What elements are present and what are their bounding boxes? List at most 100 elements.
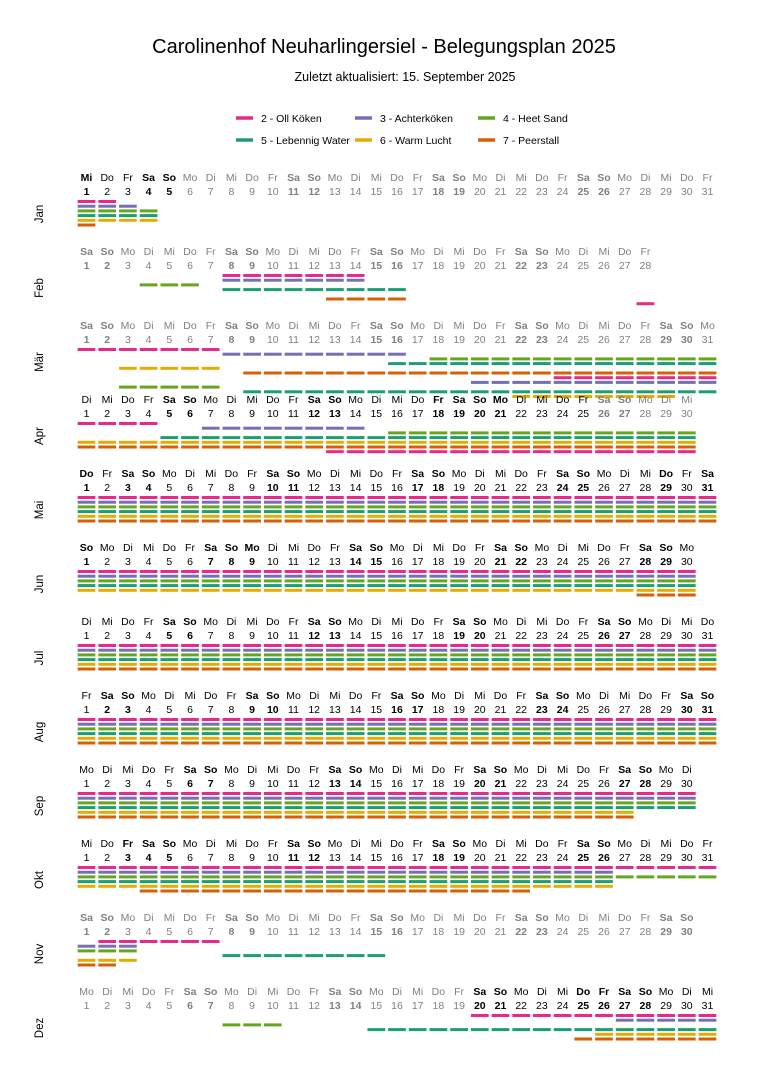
- day-number-label: 12: [308, 630, 320, 642]
- occupancy-segment: [677, 722, 696, 726]
- occupancy-segment: [636, 593, 655, 597]
- month-panels: Mi1Do2Fr3Sa4So5Mo6Di7Mi8Do9Fr10Sa11So12M…: [34, 172, 717, 1041]
- occupancy-segment: [491, 440, 510, 444]
- occupancy-segment: [181, 801, 199, 805]
- occupancy-segment: [119, 519, 137, 523]
- occupancy-segment: [243, 796, 261, 800]
- occupancy-segment: [429, 718, 448, 721]
- occupancy-segment: [243, 815, 261, 819]
- weekday-label: Fr: [164, 764, 174, 776]
- weekday-label: Di: [268, 542, 278, 554]
- occupancy-segment: [305, 588, 324, 592]
- occupancy-segment: [160, 870, 179, 874]
- occupancy-segment: [181, 815, 199, 819]
- occupancy-segment: [450, 431, 468, 435]
- occupancy-segment: [408, 431, 427, 435]
- weekday-label: Sa: [535, 690, 548, 702]
- occupancy-segment: [574, 584, 593, 588]
- occupancy-segment: [388, 514, 406, 518]
- occupancy-segment: [263, 278, 282, 282]
- day-number-label: 24: [557, 926, 569, 938]
- weekday-label: Mi: [598, 912, 609, 924]
- occupancy-segment: [636, 505, 655, 509]
- weekday-label: Mo: [473, 172, 488, 184]
- occupancy-segment: [284, 801, 303, 805]
- weekday-label: Sa: [101, 690, 114, 702]
- occupancy-segment: [450, 875, 468, 879]
- weekday-label: Mi: [309, 246, 320, 258]
- weekday-label: Sa: [618, 764, 631, 776]
- day-number-label: 18: [433, 408, 445, 420]
- occupancy-segment: [98, 806, 117, 810]
- occupancy-segment: [98, 588, 117, 592]
- occupancy-segment: [243, 954, 261, 958]
- occupancy-segment: [533, 357, 551, 361]
- occupancy-segment: [222, 588, 241, 592]
- occupancy-segment: [160, 880, 179, 884]
- weekday-label: Do: [597, 542, 611, 554]
- day-number-label: 5: [166, 704, 172, 716]
- weekday-label: Fr: [496, 320, 506, 332]
- occupancy-segment: [408, 584, 427, 588]
- day-number-label: 1: [84, 926, 90, 938]
- occupancy-segment: [346, 288, 365, 292]
- occupancy-segment: [77, 958, 96, 962]
- occupancy-segment: [388, 1028, 406, 1032]
- occupancy-segment: [201, 510, 220, 514]
- occupancy-segment: [491, 792, 510, 795]
- occupancy-segment: [222, 792, 241, 795]
- occupancy-segment: [305, 644, 324, 647]
- occupancy-segment: [491, 880, 510, 884]
- occupancy-segment: [119, 875, 137, 879]
- occupancy-segment: [595, 648, 613, 652]
- occupancy-segment: [533, 866, 551, 869]
- occupancy-segment: [119, 667, 137, 671]
- day-number-label: 14: [350, 926, 362, 938]
- occupancy-segment: [305, 796, 324, 800]
- weekday-label: Fr: [392, 468, 402, 480]
- occupancy-segment: [98, 658, 117, 662]
- occupancy-segment: [263, 648, 282, 652]
- occupancy-segment: [408, 662, 427, 666]
- occupancy-segment: [470, 505, 489, 509]
- occupancy-segment: [346, 519, 365, 523]
- weekday-label: Fr: [413, 838, 423, 850]
- day-number-label: 30: [681, 926, 693, 938]
- occupancy-segment: [181, 736, 199, 740]
- occupancy-segment: [512, 810, 531, 814]
- day-number-label: 13: [329, 630, 341, 642]
- occupancy-segment: [98, 570, 117, 573]
- occupancy-segment: [677, 500, 696, 504]
- weekday-label: Di: [620, 468, 630, 480]
- day-number-label: 14: [350, 334, 362, 346]
- weekday-label: So: [494, 986, 507, 998]
- occupancy-segment: [615, 1037, 634, 1041]
- occupancy-segment: [450, 584, 468, 588]
- occupancy-segment: [243, 648, 261, 652]
- weekday-label: Mi: [516, 172, 527, 184]
- day-number-label: 22: [515, 852, 527, 864]
- occupancy-segment: [533, 440, 551, 444]
- occupancy-segment: [595, 718, 613, 721]
- month-panel: Do1Fr2Sa3So4Mo5Di6Mi7Do8Fr9Sa10So11Mo12D…: [34, 468, 717, 523]
- day-number-label: 20: [474, 778, 486, 790]
- occupancy-segment: [346, 352, 365, 356]
- occupancy-segment: [429, 801, 448, 805]
- occupancy-segment: [408, 362, 427, 366]
- weekday-label: Do: [163, 542, 177, 554]
- weekday-label: Mi: [226, 172, 237, 184]
- day-number-label: 4: [146, 482, 152, 494]
- occupancy-segment: [595, 579, 613, 583]
- occupancy-segment: [139, 514, 158, 518]
- occupancy-segment: [470, 579, 489, 583]
- occupancy-segment: [346, 274, 365, 277]
- occupancy-segment: [98, 944, 117, 948]
- weekday-label: Do: [307, 542, 321, 554]
- month-panel: Sa1So2Mo3Di4Mi5Do6Fr7Sa8So9Mo10Di11Mi12D…: [34, 912, 694, 967]
- occupancy-segment: [305, 514, 324, 518]
- occupancy-segment: [429, 371, 448, 375]
- occupancy-segment: [305, 880, 324, 884]
- occupancy-segment: [346, 445, 365, 449]
- occupancy-segment: [574, 806, 593, 810]
- occupancy-segment: [160, 348, 179, 351]
